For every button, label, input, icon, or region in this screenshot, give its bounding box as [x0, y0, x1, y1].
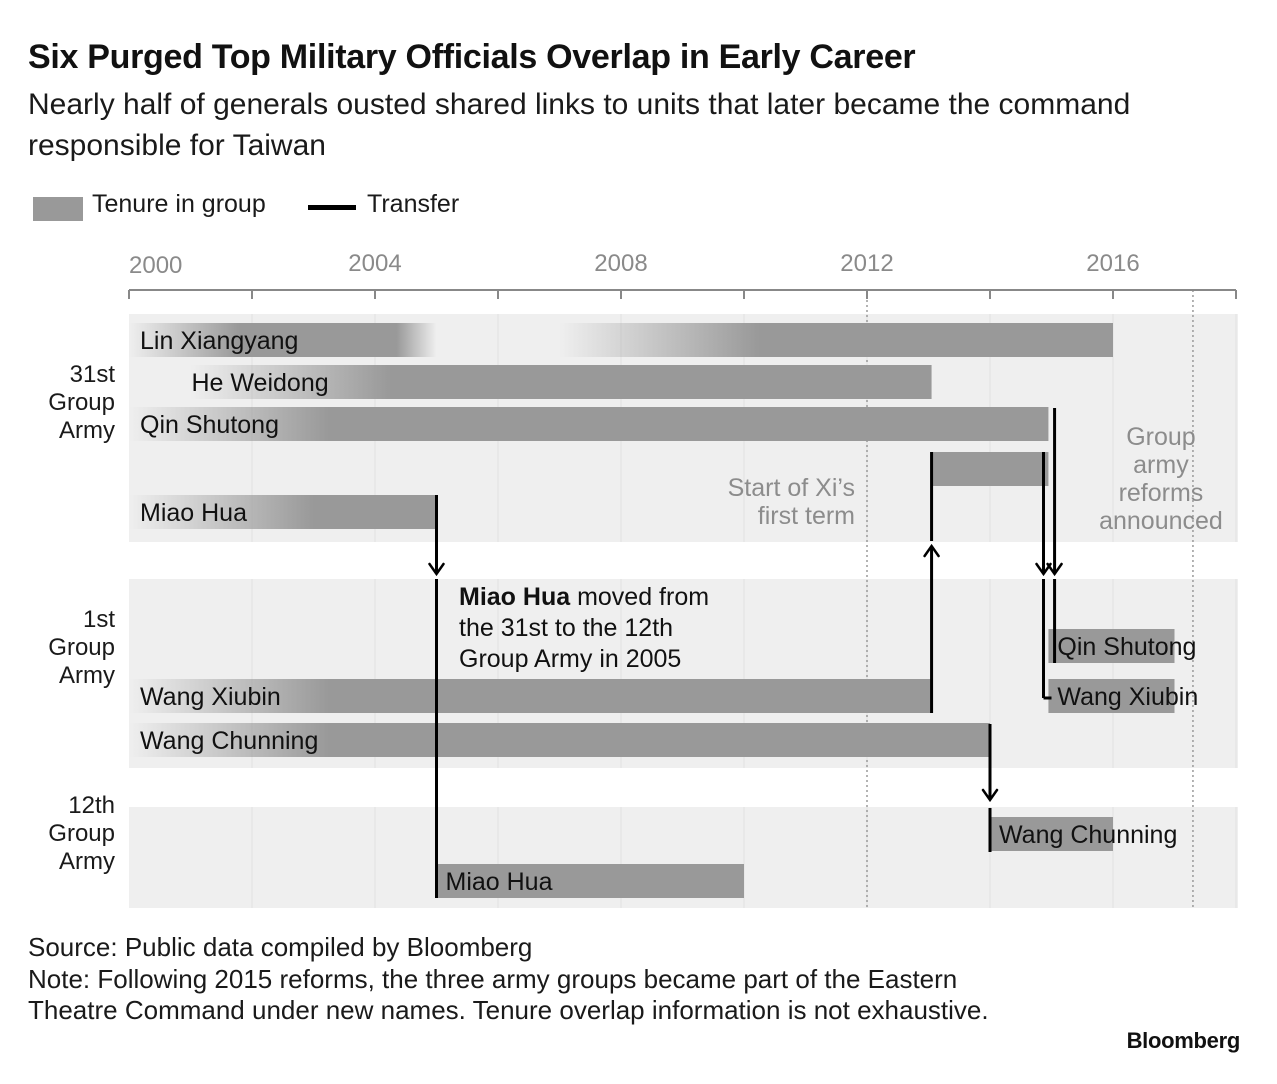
- tenure-bar: [1048, 679, 1175, 713]
- legend-label-transfer: Transfer: [367, 190, 460, 218]
- tenure-bar: [990, 817, 1113, 851]
- x-tick-label: 2004: [348, 250, 401, 277]
- tenure-label: He Weidong: [192, 369, 329, 397]
- legend-swatch-transfer: [308, 205, 356, 210]
- tenure-label: Miao Hua: [140, 499, 247, 527]
- tenure-label: Qin Shutong: [1057, 633, 1196, 661]
- tenure-bar: [190, 365, 932, 399]
- tenure-label: Wang Xiubin: [1057, 683, 1198, 711]
- group-label-31st: 31st Group Army: [48, 361, 115, 444]
- group-label-1st: 1st Group Army: [48, 606, 115, 689]
- reference-line-label: Group army reforms announced: [1099, 423, 1223, 535]
- tenure-bar: [129, 495, 437, 529]
- bloomberg-logo: Bloomberg: [1126, 1028, 1241, 1053]
- tenure-label: Wang Xiubin: [140, 683, 281, 711]
- group-label-12th: 12th Group Army: [48, 792, 115, 875]
- transfer-annotation: Miao Hua moved from the 31st to the 12th G…: [459, 583, 709, 673]
- x-tick-label: 2008: [594, 250, 647, 277]
- tenure-bar: [129, 723, 990, 757]
- legend-swatch-tenure: [33, 197, 83, 221]
- tenure-bar: [436, 864, 744, 898]
- x-tick-label: 2000: [129, 252, 182, 279]
- tenure-label: Miao Hua: [446, 868, 553, 896]
- tenure-bar: [559, 323, 1113, 357]
- tenure-label: Wang Chunning: [999, 821, 1177, 849]
- timeline-chart: 2000 2004 2008 2012 2016 31st Group Army 1st Gro…: [48, 250, 1238, 908]
- chart-subtitle: Nearly half of generals ousted shared li…: [28, 88, 1131, 162]
- chart-title: Six Purged Top Military Officials Overla…: [28, 38, 916, 76]
- source-text: Source: Public data compiled by Bloomber…: [28, 932, 533, 962]
- tenure-label: Lin Xiangyang: [140, 327, 298, 355]
- reference-line-label: Start of Xi’s first term: [728, 474, 855, 530]
- tenure-label: Qin Shutong: [140, 411, 279, 439]
- legend-label-tenure: Tenure in group: [92, 190, 266, 218]
- x-tick-label: 2012: [840, 250, 893, 277]
- tenure-label: Wang Chunning: [140, 727, 318, 755]
- tenure-bar: [129, 407, 1049, 441]
- tenure-bar: [129, 323, 437, 357]
- note-text: Note: Following 2015 reforms, the three …: [28, 963, 989, 1026]
- tenure-bar: [1048, 629, 1175, 663]
- tenure-bar: [931, 452, 1049, 486]
- source-note: Source: Public data compiled by Bloomber…: [28, 932, 1038, 1027]
- x-tick-label: 2016: [1086, 250, 1139, 277]
- tenure-bar: [129, 679, 932, 713]
